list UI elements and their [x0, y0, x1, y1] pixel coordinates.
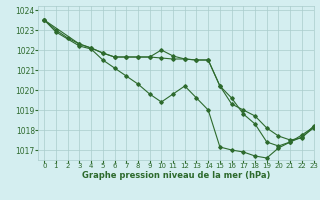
- X-axis label: Graphe pression niveau de la mer (hPa): Graphe pression niveau de la mer (hPa): [82, 171, 270, 180]
